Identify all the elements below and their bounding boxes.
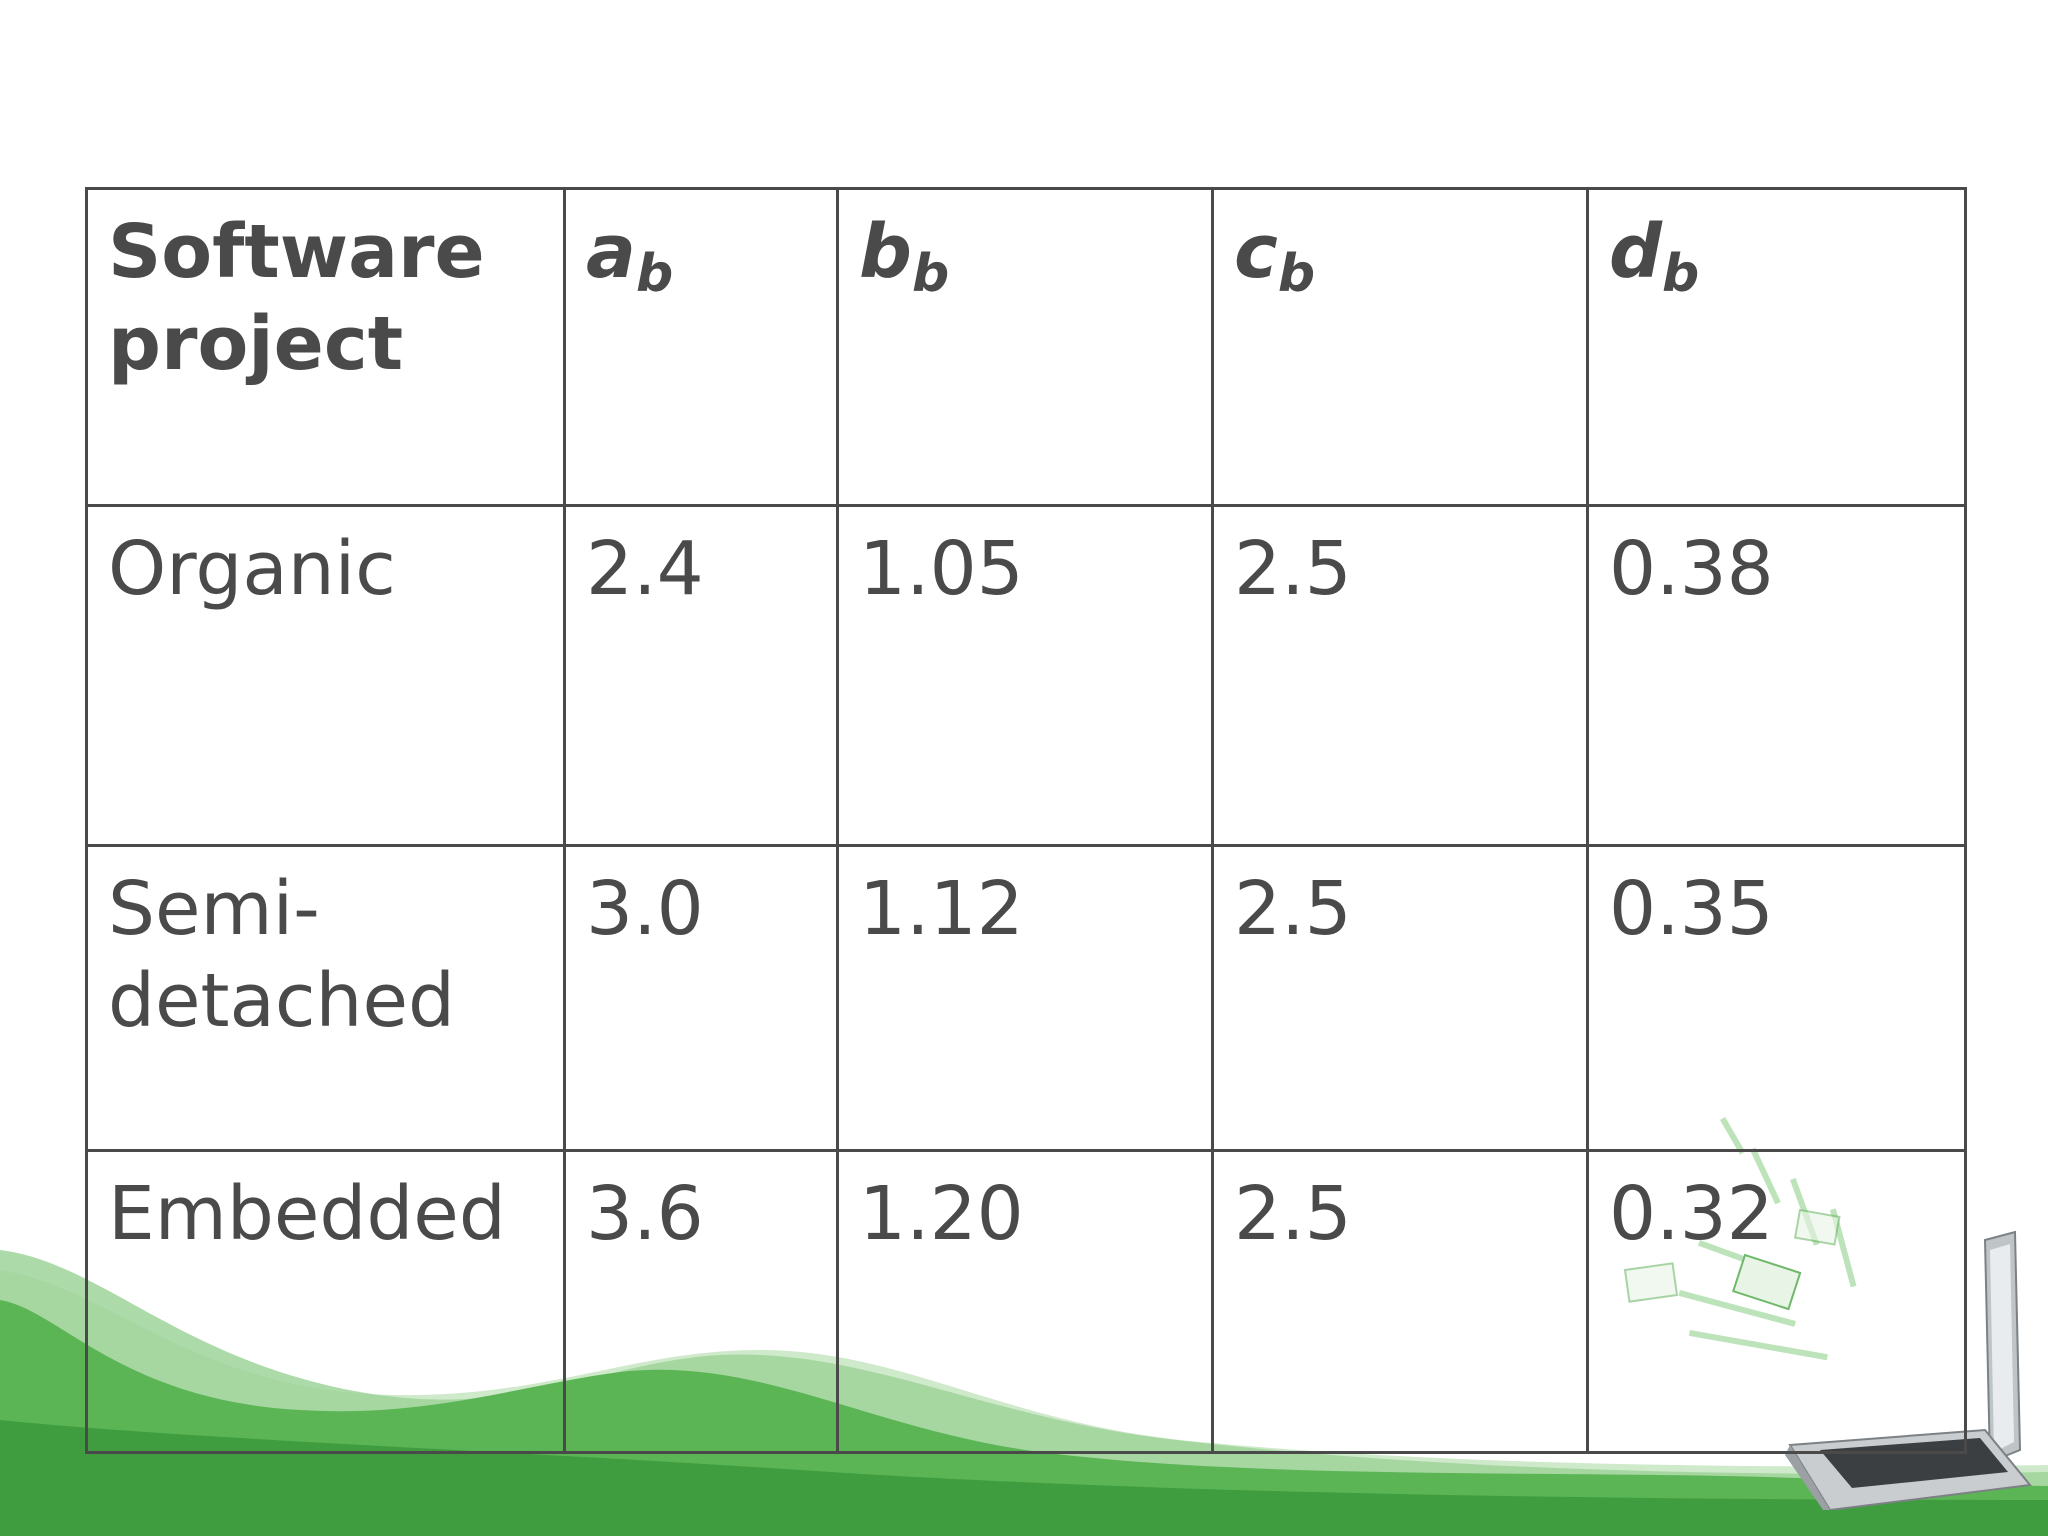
coefficient-table: Software project ab bb cb db Organic 2.4… — [85, 187, 1967, 1454]
header-b-b: bb — [836, 187, 1214, 507]
header-a-b: ab — [563, 187, 839, 507]
value-a-b: 3.0 — [563, 844, 839, 1152]
symbol-d: d — [1609, 209, 1662, 295]
value-a-b: 3.6 — [563, 1149, 839, 1454]
table-row-organic: Organic 2.4 1.05 2.5 0.38 — [85, 504, 1967, 847]
row-label: Embedded — [85, 1149, 566, 1454]
subscript-b: b — [1277, 244, 1316, 304]
value-c-b: 2.5 — [1211, 1149, 1589, 1454]
table-row-embedded: Embedded 3.6 1.20 2.5 0.32 — [85, 1149, 1967, 1454]
symbol-b: b — [859, 209, 912, 295]
subscript-b: b — [1661, 244, 1700, 304]
row-label: Organic — [85, 504, 566, 847]
row-label: Semi-detached — [85, 844, 566, 1152]
value-a-b: 2.4 — [563, 504, 839, 847]
table-header-row: Software project ab bb cb db — [85, 187, 1967, 507]
value-d-b: 0.32 — [1586, 1149, 1967, 1454]
value-c-b: 2.5 — [1211, 844, 1589, 1152]
symbol-a: a — [586, 209, 636, 295]
table-row-semi-detached: Semi-detached 3.0 1.12 2.5 0.35 — [85, 844, 1967, 1152]
value-d-b: 0.38 — [1586, 504, 1967, 847]
subscript-b: b — [635, 244, 674, 304]
value-c-b: 2.5 — [1211, 504, 1589, 847]
row-label-text: Semi-detached — [108, 866, 455, 1044]
subscript-b: b — [911, 244, 950, 304]
value-d-b: 0.35 — [1586, 844, 1967, 1152]
value-b-b: 1.20 — [836, 1149, 1214, 1454]
symbol-c: c — [1234, 209, 1278, 295]
header-c-b: cb — [1211, 187, 1589, 507]
header-d-b: db — [1586, 187, 1967, 507]
value-b-b: 1.05 — [836, 504, 1214, 847]
value-b-b: 1.12 — [836, 844, 1214, 1152]
header-software-project: Software project — [85, 187, 566, 507]
